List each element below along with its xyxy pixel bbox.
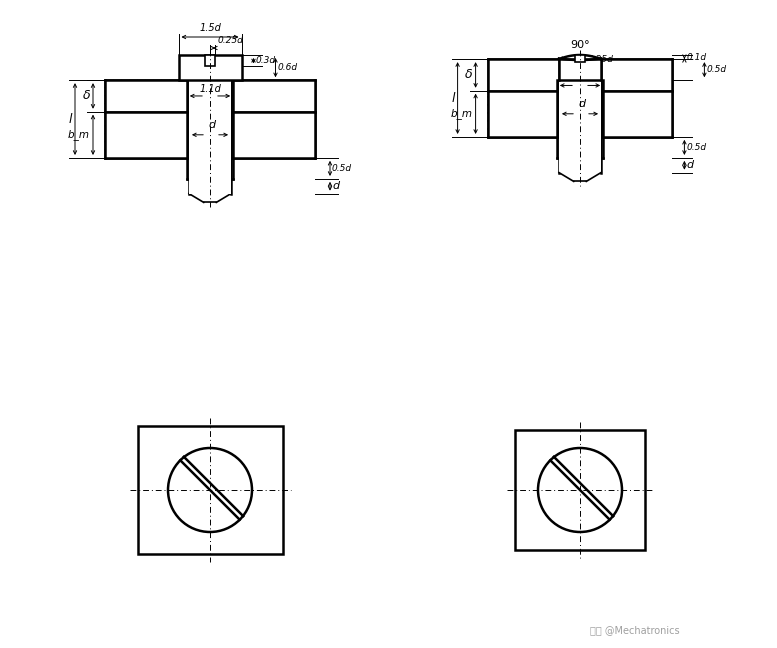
Text: 0.25d: 0.25d	[587, 55, 613, 64]
Polygon shape	[233, 80, 315, 111]
Text: 0.5d: 0.5d	[706, 65, 726, 75]
Polygon shape	[515, 430, 645, 550]
Text: b_m: b_m	[451, 108, 472, 119]
Polygon shape	[105, 111, 187, 158]
Text: d: d	[332, 181, 339, 191]
Text: d: d	[208, 120, 215, 130]
Text: 1.5d: 1.5d	[199, 23, 221, 33]
Text: 头条 @Mechatronics: 头条 @Mechatronics	[591, 625, 680, 635]
Text: l: l	[451, 91, 455, 104]
Text: l: l	[68, 113, 72, 126]
Text: d: d	[686, 160, 694, 170]
Text: 1.1d: 1.1d	[569, 73, 591, 84]
Polygon shape	[189, 80, 231, 194]
Text: 0.5d: 0.5d	[686, 143, 706, 152]
Text: 0.3d: 0.3d	[256, 56, 276, 65]
Polygon shape	[205, 55, 215, 66]
Text: δ: δ	[465, 69, 472, 82]
Polygon shape	[575, 55, 585, 62]
Polygon shape	[559, 59, 601, 80]
Text: b_m: b_m	[68, 130, 90, 140]
Polygon shape	[559, 80, 601, 172]
Text: 0.25d: 0.25d	[218, 36, 243, 45]
Text: 90°: 90°	[570, 40, 590, 50]
Polygon shape	[179, 55, 242, 80]
Polygon shape	[488, 91, 557, 137]
Polygon shape	[559, 55, 601, 60]
Polygon shape	[138, 426, 283, 554]
Text: d: d	[578, 98, 586, 109]
Text: 1.1d: 1.1d	[199, 84, 221, 94]
Polygon shape	[105, 80, 187, 111]
Text: δ: δ	[82, 89, 90, 102]
Polygon shape	[488, 59, 559, 91]
Polygon shape	[233, 111, 315, 158]
Text: 0.5d: 0.5d	[332, 164, 352, 173]
Polygon shape	[601, 59, 672, 91]
Text: 0.1d: 0.1d	[686, 52, 706, 62]
Polygon shape	[603, 91, 672, 137]
Text: 0.6d: 0.6d	[277, 63, 298, 72]
